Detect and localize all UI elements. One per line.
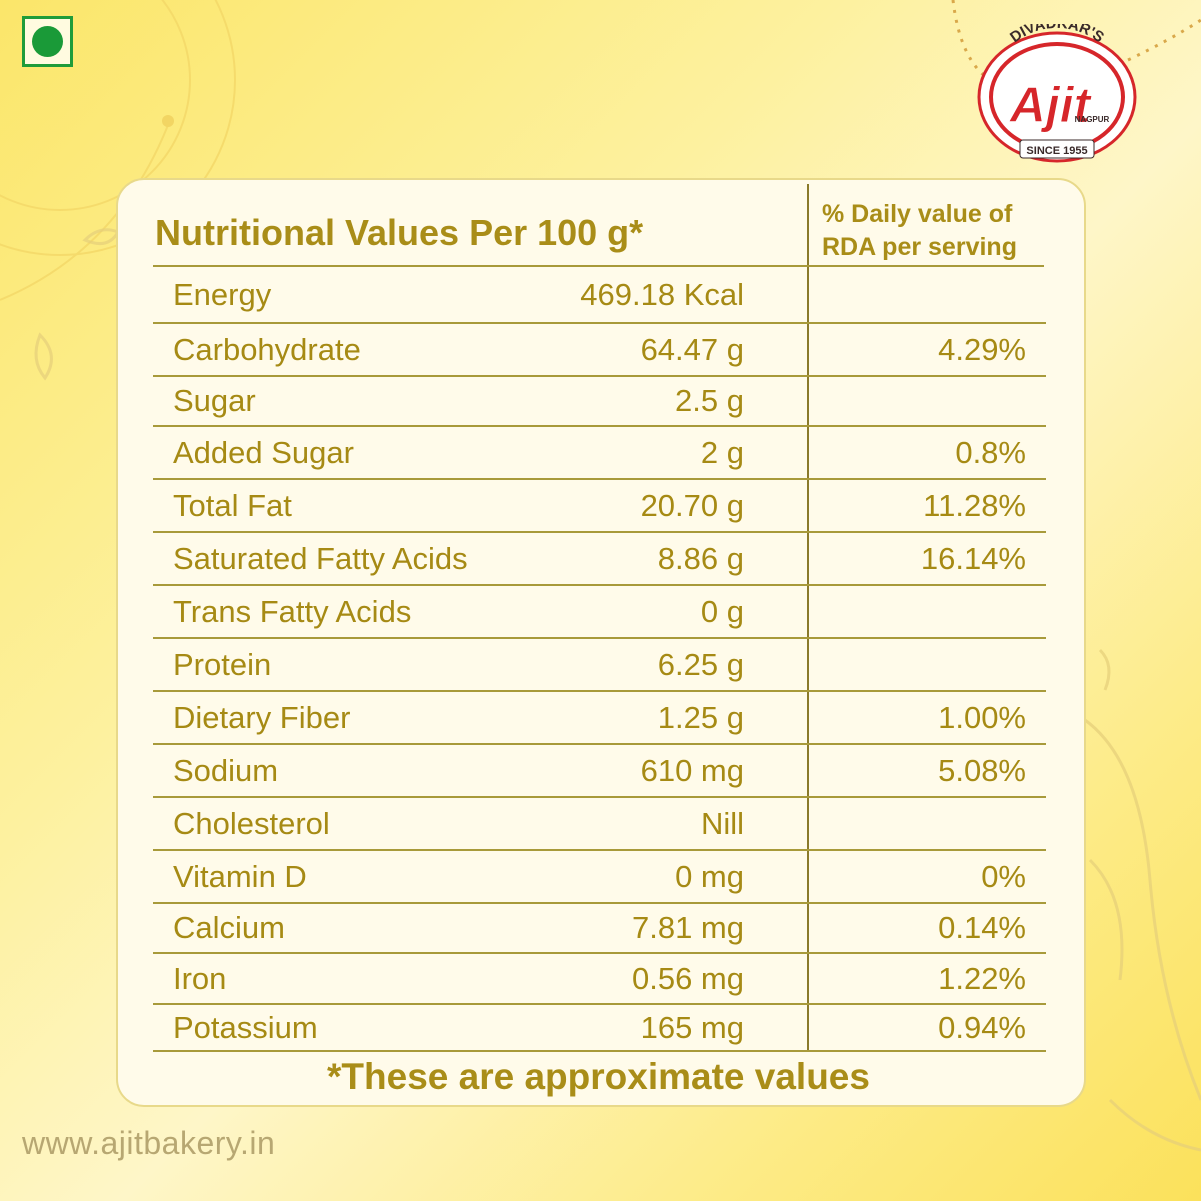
nutrient-value: 64.47 g <box>640 331 744 367</box>
row-divider <box>153 584 1046 586</box>
nutrient-value: 2.5 g <box>675 383 744 418</box>
nutrient-value: 2 g <box>700 434 744 470</box>
nutrient-rda: 16.14% <box>920 540 1026 576</box>
footnote: *These are approximate values <box>327 1056 870 1097</box>
row-divider <box>153 796 1046 798</box>
nutrient-label: Energy <box>173 276 272 312</box>
website-url: www.ajitbakery.in <box>22 1125 276 1161</box>
nutrient-label: Protein <box>173 646 272 682</box>
nutrient-label: Dietary Fiber <box>173 699 351 735</box>
nutrient-rda: 1.00% <box>938 699 1026 735</box>
nutrient-label: Iron <box>173 960 227 996</box>
row-divider <box>153 902 1046 904</box>
row-divider <box>153 531 1046 533</box>
nutrient-label: Calcium <box>173 910 285 945</box>
row-divider <box>153 849 1046 851</box>
nutrient-value: Nill <box>700 805 744 841</box>
nutrient-value: 469.18 Kcal <box>580 276 744 312</box>
row-divider <box>153 1050 1046 1052</box>
nutrient-label: Total Fat <box>173 487 292 523</box>
nutrient-label: Vitamin D <box>173 858 307 894</box>
nutrient-value: 6.25 g <box>657 646 744 682</box>
nutrient-label: Cholesterol <box>173 805 330 841</box>
nutrient-rda: 0% <box>981 858 1026 894</box>
rda-column-heading: % Daily value of RDA per serving <box>822 200 1017 261</box>
nutrient-value: 165 mg <box>640 1009 744 1045</box>
row-divider <box>153 478 1046 480</box>
row-divider <box>153 1003 1046 1005</box>
row-divider <box>153 322 1046 324</box>
logo-city-text: NAGPUR <box>1075 115 1110 124</box>
row-divider <box>153 743 1046 745</box>
row-divider <box>153 375 1046 377</box>
nutrient-value: 1.25 g <box>657 699 744 735</box>
table-heading: Nutritional Values Per 100 g* <box>155 212 644 253</box>
nutrient-rda: 5.08% <box>938 752 1026 788</box>
column-divider <box>807 184 809 1050</box>
nutrient-rda: 11.28% <box>923 487 1026 523</box>
heading-divider <box>153 265 1044 267</box>
nutrient-value: 8.86 g <box>657 540 744 576</box>
brand-logo: DIVADKAR'S Ajit NAGPUR SINCE 1955 <box>977 24 1137 163</box>
nutrient-value: 7.81 mg <box>631 910 744 945</box>
nutrient-label: Trans Fatty Acids <box>173 593 412 629</box>
nutrient-rda: 1.22% <box>938 960 1026 996</box>
nutrient-rda: 0.14% <box>938 910 1026 945</box>
veg-dot <box>32 26 63 57</box>
nutrient-label: Carbohydrate <box>173 331 361 367</box>
nutrient-label: Sodium <box>173 752 279 788</box>
nutrient-value: 0 mg <box>675 858 744 894</box>
veg-symbol-icon <box>22 16 73 67</box>
row-divider <box>153 425 1046 427</box>
nutrient-label: Sugar <box>173 383 256 418</box>
nutrient-value: 0.56 mg <box>631 960 744 996</box>
row-divider <box>153 690 1046 692</box>
nutrient-rda: 0.94% <box>938 1009 1026 1045</box>
row-divider <box>153 637 1046 639</box>
logo-brand-text: Ajit <box>1008 77 1093 133</box>
logo-since-text: SINCE 1955 <box>1026 145 1087 157</box>
nutrient-label: Added Sugar <box>173 434 354 470</box>
nutrient-label: Potassium <box>173 1009 318 1045</box>
nutrient-rda: 4.29% <box>938 331 1026 367</box>
nutrient-label: Saturated Fatty Acids <box>173 540 468 576</box>
nutrient-rda: 0.8% <box>955 434 1026 470</box>
nutrient-value: 0 g <box>700 593 744 629</box>
nutrient-value: 20.70 g <box>640 487 744 523</box>
nutrient-value: 610 mg <box>640 752 744 788</box>
row-divider <box>153 952 1046 954</box>
